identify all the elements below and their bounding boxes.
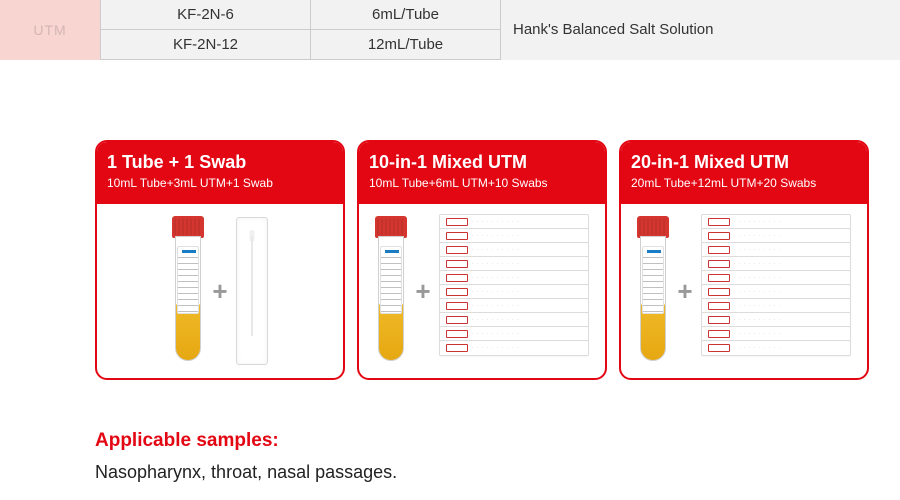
swab-row-icon: · · · · · · · · · · [439,340,589,356]
product-card-10in1: 10-in-1 Mixed UTM 10mL Tube+6mL UTM+10 S… [357,140,607,380]
card-header: 20-in-1 Mixed UTM 20mL Tube+12mL UTM+20 … [621,142,867,204]
tube-icon [172,216,204,366]
plus-icon: + [208,276,231,307]
product-card-20in1: 20-in-1 Mixed UTM 20mL Tube+12mL UTM+20 … [619,140,869,380]
table-cell-volume: 6mL/Tube [310,0,500,30]
swab-stack-icon: · · · · · · · · · ·· · · · · · · · · ·· … [701,214,851,369]
plus-icon: + [411,276,434,307]
applicable-body: Nasopharynx, throat, nasal passages. [95,462,397,483]
swab-stack-icon: · · · · · · · · · ·· · · · · · · · · ·· … [439,214,589,369]
spec-table: UTM KF-2N-6 6mL/Tube KF-2N-12 12mL/Tube … [0,0,900,60]
plus-icon: + [673,276,696,307]
card-body: + · · · · · · · · · ·· · · · · · · · · ·… [359,204,605,378]
solution-text: Hank's Balanced Salt Solution [513,20,714,40]
table-cell-solution: Hank's Balanced Salt Solution [500,0,900,60]
card-title: 10-in-1 Mixed UTM [369,152,595,174]
card-header: 1 Tube + 1 Swab 10mL Tube+3mL UTM+1 Swab [97,142,343,204]
product-card-1tube1swab: 1 Tube + 1 Swab 10mL Tube+3mL UTM+1 Swab… [95,140,345,380]
table-category-cell: UTM [0,0,100,60]
table-cell-code: KF-2N-12 [100,30,310,60]
table-row: UTM KF-2N-6 6mL/Tube KF-2N-12 12mL/Tube … [0,0,900,60]
tube-icon [637,216,669,366]
applicable-samples-section: Applicable samples: Nasopharynx, throat,… [95,430,397,483]
swab-packet-icon [236,217,268,365]
card-subtitle: 20mL Tube+12mL UTM+20 Swabs [631,176,857,192]
product-cards: 1 Tube + 1 Swab 10mL Tube+3mL UTM+1 Swab… [95,140,869,380]
card-title: 1 Tube + 1 Swab [107,152,333,174]
tube-icon [375,216,407,366]
swab-row-icon: · · · · · · · · · · [701,340,851,356]
card-header: 10-in-1 Mixed UTM 10mL Tube+6mL UTM+10 S… [359,142,605,204]
card-body: + · · · · · · · · · ·· · · · · · · · · ·… [621,204,867,378]
card-body: + [97,204,343,378]
table-cell-volume: 12mL/Tube [310,30,500,60]
card-subtitle: 10mL Tube+6mL UTM+10 Swabs [369,176,595,192]
card-title: 20-in-1 Mixed UTM [631,152,857,174]
applicable-title: Applicable samples: [95,430,397,452]
card-subtitle: 10mL Tube+3mL UTM+1 Swab [107,176,333,192]
table-cell-code: KF-2N-6 [100,0,310,30]
